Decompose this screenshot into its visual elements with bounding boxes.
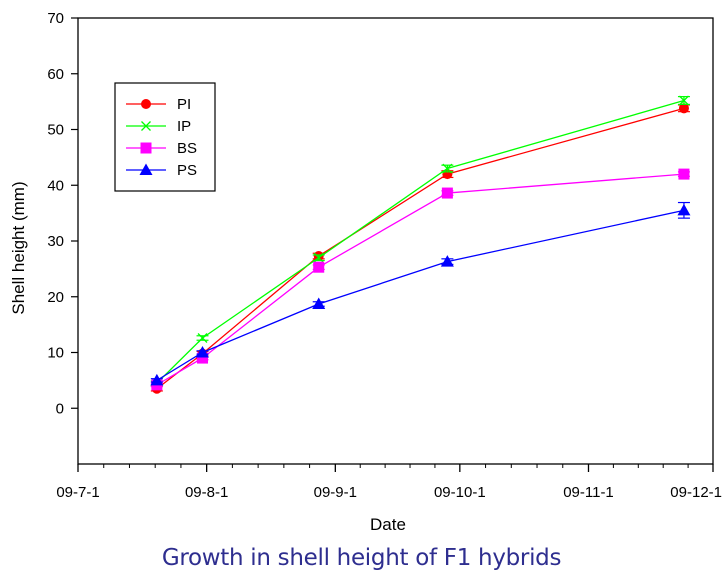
series-pi	[150, 103, 690, 394]
data-point	[678, 168, 690, 180]
legend-item-bs: BS	[126, 140, 197, 157]
series-line	[156, 173, 684, 386]
y-tick-label: 10	[47, 345, 64, 362]
x-tick-label: 09-8-1	[185, 484, 228, 501]
y-tick-label: 70	[47, 10, 64, 27]
marker-stroke	[442, 163, 453, 174]
y-tick-label: 50	[47, 122, 64, 139]
data-point	[442, 163, 453, 174]
legend: PI IP BS PS	[114, 82, 216, 192]
series-line	[156, 209, 685, 381]
legend-box	[114, 82, 216, 192]
legend-item-pi: PI	[126, 96, 191, 113]
data-point	[197, 352, 209, 364]
figure-caption: Growth in shell height of F1 hybrids	[161, 545, 562, 571]
legend-marker	[139, 163, 153, 175]
data-point	[678, 95, 689, 106]
y-axis-ticks: 0 10 20 30 40 50 60 70	[47, 10, 78, 417]
data-point	[312, 297, 326, 309]
shell-height-chart: 0 10 20 30 40 50 60 70 09-7-1 09-8-1 09-9-1 09-10-…	[9, 10, 722, 534]
data-point	[441, 187, 453, 199]
data-point	[440, 255, 454, 267]
legend-item-ps: PS	[126, 162, 197, 179]
x-tick-label: 09-12-1	[670, 484, 722, 501]
data-point	[313, 261, 325, 273]
marker-stroke	[678, 95, 689, 106]
legend-label: PI	[177, 96, 191, 113]
series-line	[156, 99, 685, 384]
series-group	[150, 95, 691, 394]
x-tick-label: 09-11-1	[563, 484, 614, 501]
legend-item-ip: IP	[126, 118, 191, 135]
legend-label: PS	[177, 162, 197, 179]
y-axis-title: Shell height (mm)	[9, 181, 28, 314]
x-tick-label: 09-10-1	[434, 484, 486, 501]
y-tick-label: 40	[47, 177, 64, 194]
y-tick-label: 20	[47, 289, 64, 306]
x-tick-label: 09-9-1	[314, 484, 357, 501]
legend-label: BS	[177, 140, 197, 157]
marker-stroke	[313, 252, 324, 263]
legend-marker	[140, 142, 152, 154]
series-ip	[150, 95, 690, 389]
data-point	[196, 346, 210, 358]
series-bs	[150, 168, 690, 391]
marker-stroke	[197, 333, 208, 343]
y-tick-label: 0	[56, 400, 64, 417]
data-point	[197, 333, 208, 343]
series-line	[156, 107, 685, 390]
series-ps	[150, 201, 691, 386]
x-axis-title: Date	[370, 515, 406, 534]
y-tick-label: 60	[47, 66, 64, 83]
data-point	[313, 252, 324, 263]
x-axis-ticks: 09-7-1 09-8-1 09-9-1 09-10-1 09-11-1 09-12-1	[56, 464, 722, 501]
data-point	[678, 103, 689, 114]
legend-marker	[141, 99, 151, 109]
legend-marker	[141, 121, 151, 131]
y-tick-label: 30	[47, 233, 64, 250]
marker-stroke	[141, 121, 151, 131]
x-tick-label: 09-7-1	[56, 484, 99, 501]
legend-label: IP	[177, 118, 191, 135]
data-point	[677, 203, 691, 216]
data-point	[150, 373, 164, 386]
